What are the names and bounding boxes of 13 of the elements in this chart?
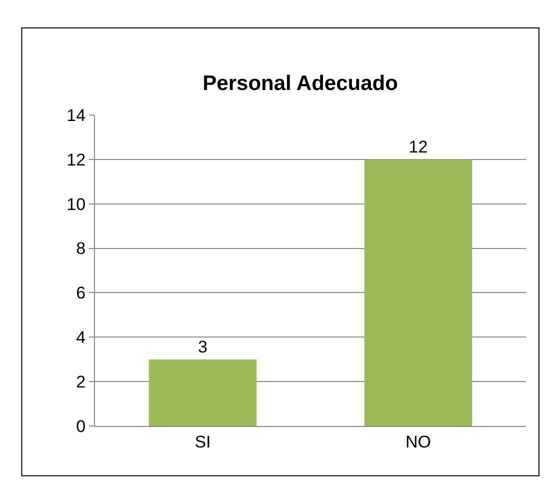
y-tick-label: 4	[76, 328, 86, 348]
data-label: 3	[198, 337, 208, 356]
chart-title: Personal Adecuado	[202, 72, 398, 95]
y-tick-label: 12	[66, 150, 86, 170]
y-tick-label: 8	[76, 239, 86, 258]
y-tick-label: 14	[66, 106, 86, 125]
y-tick-label: 0	[76, 416, 86, 436]
y-tick-label: 10	[66, 194, 86, 214]
x-tick-label: SI	[194, 432, 211, 452]
y-tick-label: 2	[76, 372, 86, 392]
data-label: 12	[408, 137, 428, 156]
y-tick-label: 6	[76, 284, 86, 303]
x-tick-label: NO	[406, 432, 431, 452]
